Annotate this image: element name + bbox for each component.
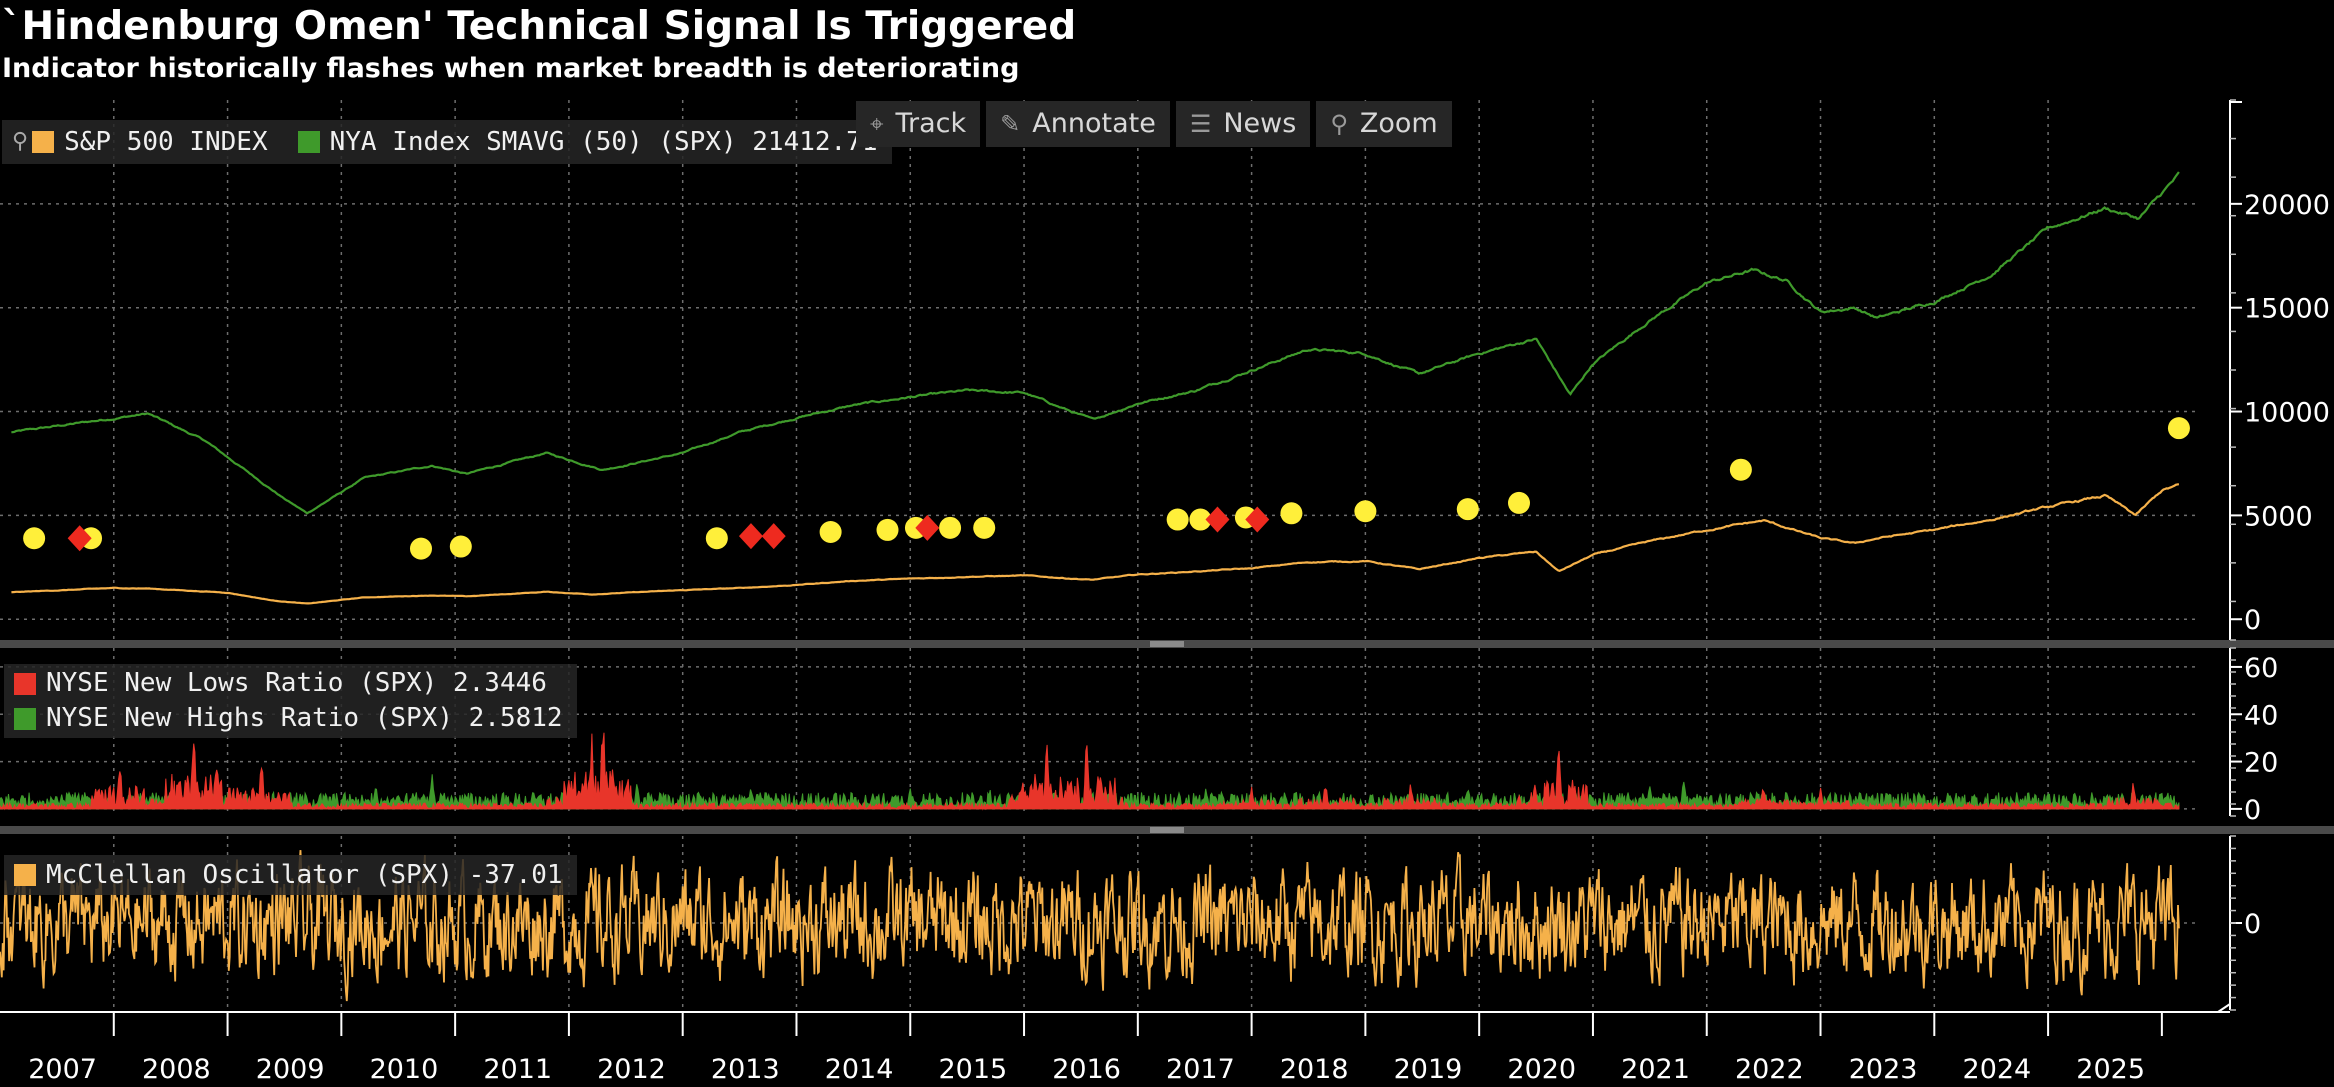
x-tick-label: 2010 bbox=[370, 1054, 439, 1085]
legend-swatch-new-highs bbox=[14, 707, 36, 730]
x-tick-label: 2023 bbox=[1849, 1054, 1918, 1085]
y-tick-label: 0 bbox=[2244, 909, 2261, 940]
news-button[interactable]: ☰ News bbox=[1175, 101, 1311, 147]
search-icon: ⚲ bbox=[1330, 110, 1348, 138]
area-new-lows bbox=[0, 732, 2180, 811]
annotate-button[interactable]: ✎ Annotate bbox=[986, 101, 1170, 147]
signal-diamond-red bbox=[67, 525, 92, 552]
legend-swatch-nya bbox=[297, 131, 320, 153]
chart-canvas: 0 5000 10000 15000 20000 0 20 40 60 0 2007 2008 2009… bbox=[0, 99, 2334, 1085]
x-tick-label: 2020 bbox=[1507, 1054, 1576, 1085]
news-label: News bbox=[1223, 108, 1297, 139]
panel-divider-handle bbox=[1150, 827, 1184, 833]
x-tick-label: 2024 bbox=[1963, 1054, 2032, 1085]
legend-swatch-mcclellan bbox=[14, 864, 36, 886]
x-tick-label: 2013 bbox=[711, 1054, 780, 1085]
y-tick-label: 20000 bbox=[2244, 190, 2330, 221]
annotate-label: Annotate bbox=[1032, 108, 1156, 139]
x-tick-label: 2008 bbox=[142, 1054, 211, 1085]
crosshair-icon: ⌖ bbox=[870, 110, 884, 138]
x-tick-label: 2022 bbox=[1735, 1054, 1804, 1085]
signal-dot-yellow bbox=[1729, 458, 1752, 481]
legend-label-spx: S&P 500 INDEX bbox=[64, 127, 268, 157]
legend-bottom: McClellan Oscillator (SPX) -37.01 bbox=[4, 855, 577, 895]
chart-toolbar: ⌖ Track ✎ Annotate ☰ News ⚲ Zoom bbox=[856, 101, 1458, 147]
signal-dot-yellow bbox=[819, 521, 842, 543]
signal-dot-yellow bbox=[876, 518, 899, 541]
news-icon: ☰ bbox=[1189, 110, 1212, 138]
y-tick-label: 10000 bbox=[2244, 398, 2330, 429]
signal-diamond-red bbox=[915, 514, 940, 541]
x-tick-label: 2019 bbox=[1394, 1054, 1463, 1085]
signal-dot-yellow bbox=[2167, 417, 2190, 440]
x-tick-label: 2015 bbox=[938, 1054, 1007, 1085]
pin-icon[interactable]: ⚲ bbox=[12, 129, 29, 154]
legend-swatch-new-lows bbox=[14, 672, 36, 695]
legend-label-mcclellan: McClellan Oscillator (SPX) -37.01 bbox=[46, 860, 563, 890]
signal-dot-yellow bbox=[1280, 502, 1303, 525]
signal-diamond-red bbox=[738, 523, 763, 550]
signal-dot-yellow bbox=[1166, 508, 1189, 531]
legend-top: ⚲ S&P 500 INDEX NYA Index SMAVG (50) (SP… bbox=[2, 120, 892, 164]
x-axis-labels: 2007 2008 2009 2010 2011 2012 2013 2014 2015 2016… bbox=[28, 1012, 2163, 1085]
signal-dot-yellow bbox=[705, 527, 728, 550]
x-tick-label: 2025 bbox=[2076, 1054, 2145, 1085]
legend-swatch-spx bbox=[32, 131, 55, 153]
signal-dot-yellow bbox=[1456, 498, 1479, 521]
signal-diamond-red bbox=[761, 523, 786, 550]
x-tick-label: 2014 bbox=[825, 1054, 894, 1085]
y-tick-label: 15000 bbox=[2244, 294, 2330, 325]
y-tick-label: 60 bbox=[2244, 653, 2278, 684]
y-axes: 0 5000 10000 15000 20000 0 20 40 60 0 bbox=[2229, 99, 2330, 1011]
x-tick-label: 2017 bbox=[1166, 1054, 1235, 1085]
signal-dot-yellow bbox=[939, 516, 962, 539]
zoom-button[interactable]: ⚲ Zoom bbox=[1316, 101, 1452, 147]
signal-dot-yellow bbox=[1354, 500, 1377, 523]
y-tick-label: 0 bbox=[2244, 795, 2261, 826]
x-tick-label: 2011 bbox=[483, 1054, 552, 1085]
line-spx bbox=[11, 483, 2180, 605]
x-tick-label: 2009 bbox=[256, 1054, 325, 1085]
chart-subtitle: Indicator historically flashes when mark… bbox=[2, 53, 1020, 84]
signal-diamond-red bbox=[1245, 506, 1270, 533]
track-label: Track bbox=[895, 108, 967, 139]
zoom-label: Zoom bbox=[1359, 108, 1438, 139]
x-tick-label: 2021 bbox=[1621, 1054, 1690, 1085]
x-axis-corner bbox=[2217, 1003, 2231, 1013]
signal-dot-yellow bbox=[409, 537, 432, 560]
y-tick-label: 5000 bbox=[2244, 501, 2313, 532]
line-nya-smavg bbox=[11, 171, 2180, 515]
legend-middle: NYSE New Lows Ratio (SPX) 2.3446 NYSE Ne… bbox=[4, 664, 577, 738]
signal-dot-yellow bbox=[1507, 491, 1530, 514]
y-tick-label: 40 bbox=[2244, 700, 2278, 731]
y-tick-label: 0 bbox=[2244, 605, 2261, 636]
signal-dot-yellow bbox=[449, 535, 472, 558]
track-button[interactable]: ⌖ Track bbox=[856, 101, 981, 147]
line-mcclellan-oscillator bbox=[0, 850, 2180, 1002]
signal-diamond-red bbox=[1205, 506, 1230, 533]
signal-dot-yellow bbox=[23, 527, 46, 550]
legend-label-nya: NYA Index SMAVG (50) (SPX) 21412.71 bbox=[329, 127, 878, 157]
x-tick-label: 2007 bbox=[28, 1054, 97, 1085]
x-tick-label: 2018 bbox=[1280, 1054, 1349, 1085]
signal-dot-yellow bbox=[1189, 508, 1212, 531]
x-tick-label: 2012 bbox=[597, 1054, 666, 1085]
pencil-icon: ✎ bbox=[1000, 110, 1021, 138]
legend-label-new-highs: NYSE New Highs Ratio (SPX) 2.5812 bbox=[46, 703, 563, 733]
signal-dot-yellow bbox=[973, 516, 996, 539]
legend-label-new-lows: NYSE New Lows Ratio (SPX) 2.3446 bbox=[46, 668, 547, 698]
chart-title: `Hindenburg Omen' Technical Signal Is Tr… bbox=[2, 4, 1077, 49]
panel-divider-handle bbox=[1150, 641, 1184, 647]
y-tick-label: 20 bbox=[2244, 748, 2278, 779]
x-tick-label: 2016 bbox=[1052, 1054, 1121, 1085]
